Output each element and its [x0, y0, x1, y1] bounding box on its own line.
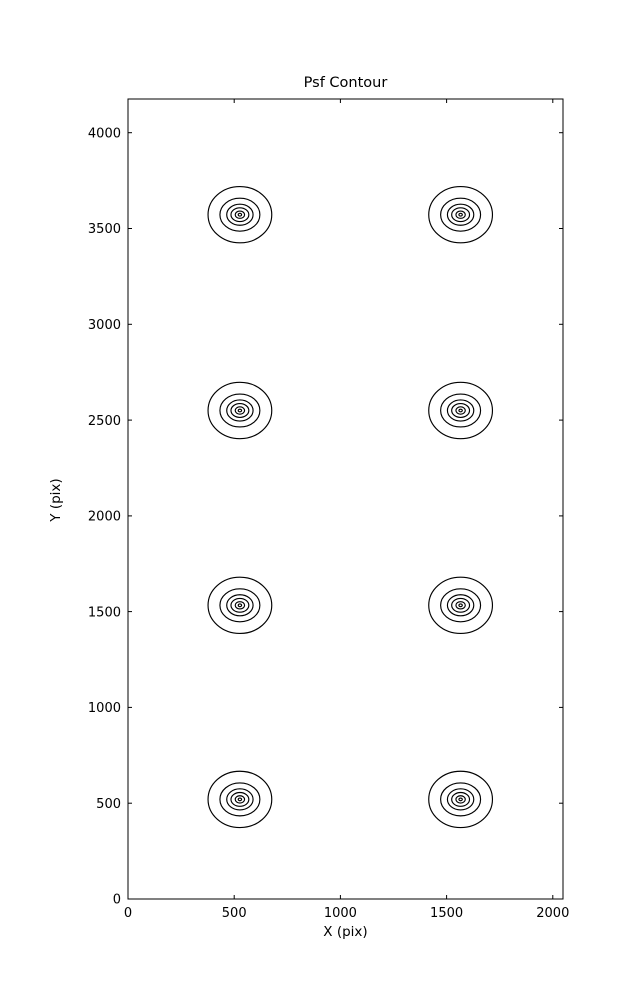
- contour-ring: [226, 594, 254, 617]
- y-tick-label: 1000: [88, 701, 121, 716]
- x-tick-label: 1500: [430, 906, 463, 921]
- contour-ring: [446, 203, 475, 226]
- contour-ring: [207, 381, 273, 440]
- contour-ring: [207, 770, 273, 829]
- x-tick-label: 1000: [324, 906, 357, 921]
- contour-ring: [230, 597, 250, 613]
- contour-ring: [234, 406, 246, 415]
- contour-ring: [440, 782, 482, 817]
- contour-ring: [219, 782, 261, 817]
- contour-ring: [226, 788, 254, 811]
- contour-ring: [455, 795, 466, 804]
- contour-ring: [207, 185, 273, 244]
- contour-ring: [428, 381, 494, 440]
- contour-ring: [451, 597, 471, 613]
- contour-ring: [451, 791, 471, 807]
- x-tick-label: 2000: [536, 906, 569, 921]
- x-tick-label: 0: [124, 906, 132, 921]
- contour-ring: [237, 408, 243, 413]
- contour-ring: [237, 797, 243, 802]
- contour-ring: [234, 210, 246, 219]
- contour-ring: [446, 594, 475, 617]
- x-axis-label: X (pix): [323, 924, 368, 940]
- y-tick-label: 2500: [88, 414, 121, 429]
- contour-ring: [455, 406, 466, 415]
- y-tick-label: 3500: [88, 222, 121, 237]
- chart-title: Psf Contour: [303, 75, 388, 91]
- contour-ring: [458, 408, 463, 413]
- contour-ring: [440, 393, 482, 428]
- contour-ring: [446, 399, 475, 422]
- contour-ring: [226, 203, 254, 226]
- contour-ring: [234, 601, 246, 610]
- contour-ring: [428, 185, 494, 244]
- contour-ring: [234, 795, 246, 804]
- contour-ring: [237, 603, 243, 608]
- plot-frame: [127, 98, 564, 900]
- contour-ring: [440, 588, 482, 623]
- contour-ring: [230, 791, 250, 807]
- x-tick-label: 500: [222, 906, 247, 921]
- contour-ring: [219, 197, 261, 232]
- y-tick-label: 2000: [88, 510, 121, 525]
- contour-ring: [207, 576, 273, 635]
- contour-ring: [458, 797, 463, 802]
- contour-ring: [237, 212, 243, 217]
- y-tick-label: 0: [113, 893, 121, 908]
- contour-ring: [446, 788, 475, 811]
- y-tick-label: 3000: [88, 318, 121, 333]
- contour-ring: [458, 212, 463, 217]
- contour-ring: [458, 603, 463, 608]
- contour-ring: [219, 393, 261, 428]
- y-tick-label: 500: [96, 797, 121, 812]
- y-tick-label: 4000: [88, 126, 121, 141]
- y-tick-label: 1500: [88, 605, 121, 620]
- contour-ring: [440, 197, 482, 232]
- contour-ring: [219, 588, 261, 623]
- contour-ring: [230, 207, 250, 223]
- contour-ring: [451, 403, 471, 418]
- contour-ring: [226, 399, 254, 422]
- contour-ring: [230, 403, 250, 418]
- contour-ring: [428, 770, 494, 829]
- contour-ring: [451, 207, 471, 223]
- contour-ring: [455, 210, 466, 219]
- contour-ring: [428, 576, 494, 635]
- contour-ring: [455, 601, 466, 610]
